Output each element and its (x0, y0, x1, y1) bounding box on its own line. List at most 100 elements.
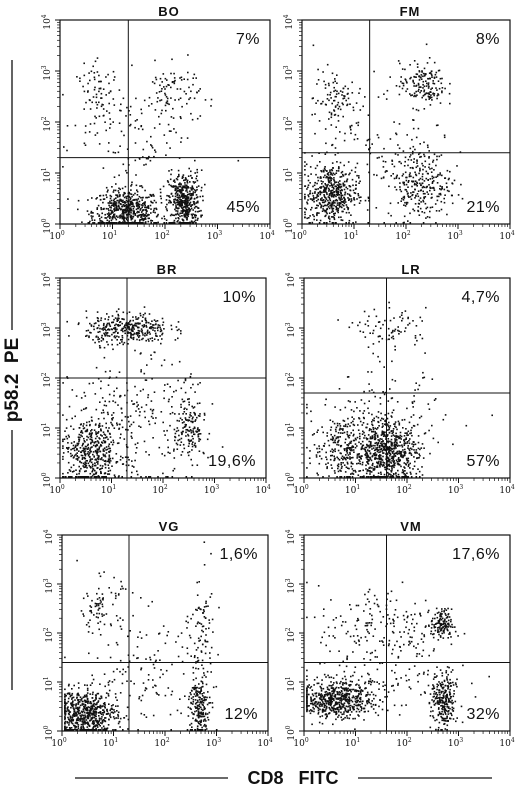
event-dot (336, 186, 339, 189)
event-dot (189, 97, 192, 99)
event-dot (403, 462, 406, 464)
event-dot (93, 476, 96, 478)
event-dot (166, 102, 169, 105)
event-dot (89, 432, 91, 434)
event-dot (157, 213, 159, 216)
event-dot (367, 463, 370, 465)
event-dot (329, 180, 331, 182)
event-dot (138, 203, 141, 206)
event-dot (348, 447, 351, 449)
event-dot (421, 173, 424, 175)
event-dot (157, 339, 159, 341)
event-dot (183, 78, 185, 80)
event-dot (93, 464, 96, 467)
event-dot (98, 90, 100, 93)
event-dot (184, 179, 186, 181)
event-dot (149, 337, 152, 340)
event-dot (81, 444, 84, 447)
event-dot (99, 468, 102, 470)
event-dot (62, 447, 64, 449)
event-dot (194, 172, 196, 174)
event-dot (155, 215, 158, 218)
event-dot (111, 457, 114, 460)
event-dot (107, 464, 110, 466)
event-dot (176, 419, 179, 422)
event-dot (68, 446, 70, 449)
event-dot (407, 465, 410, 468)
event-dot (373, 417, 375, 420)
event-dot (339, 452, 342, 454)
event-dot (389, 138, 392, 140)
event-dot (206, 438, 209, 441)
event-dot (337, 319, 339, 321)
event-dot (181, 422, 184, 424)
event-dot (324, 189, 326, 191)
event-dot (76, 444, 79, 447)
event-dot (180, 332, 182, 335)
event-dot (88, 336, 90, 339)
event-dot (342, 87, 345, 90)
event-dot (132, 324, 134, 327)
event-dot (451, 194, 453, 197)
event-dot (100, 97, 102, 99)
event-dot (189, 192, 191, 195)
event-dot (352, 463, 354, 465)
event-dot (402, 470, 405, 473)
event-dot (374, 457, 376, 459)
event-dot (192, 430, 194, 432)
event-dot (342, 210, 344, 213)
event-dot (168, 398, 170, 401)
event-dot (366, 139, 369, 142)
event-dot (425, 217, 427, 219)
event-dot (113, 205, 115, 207)
event-dot (109, 197, 112, 200)
event-dot (143, 325, 146, 327)
plot-frame (59, 19, 271, 225)
event-dot (98, 448, 100, 451)
event-dot (132, 216, 134, 218)
event-dot (431, 187, 433, 189)
event-dot (76, 449, 78, 451)
event-dot (336, 199, 339, 202)
event-dot (104, 328, 106, 330)
event-dot (334, 173, 336, 176)
event-dot (84, 452, 86, 455)
event-dot (181, 175, 184, 178)
event-dot (377, 335, 380, 338)
event-dot (397, 154, 399, 156)
event-dot (418, 79, 421, 81)
event-dot (123, 438, 126, 440)
event-dot (435, 87, 437, 89)
event-dot (99, 438, 101, 440)
event-dot (336, 90, 338, 93)
event-dot (170, 184, 172, 187)
event-dot (401, 175, 404, 177)
event-dot (165, 85, 168, 88)
event-dot (119, 342, 121, 344)
event-dot (179, 192, 182, 194)
event-dot (432, 186, 435, 189)
event-dot (325, 451, 327, 454)
event-dot (413, 400, 416, 403)
event-dot (83, 466, 85, 469)
event-dot (99, 87, 102, 90)
event-dot (441, 91, 443, 94)
event-dot (324, 197, 327, 199)
event-dot (98, 476, 101, 478)
event-dot (128, 420, 130, 423)
event-dot (307, 194, 309, 196)
event-dot (137, 222, 140, 224)
y-tick-label: 100 (41, 218, 53, 233)
event-dot (362, 422, 365, 424)
event-dot (395, 188, 398, 191)
event-dot (133, 212, 135, 215)
x-tick-label: 104 (255, 484, 270, 496)
event-dot (187, 454, 190, 457)
event-dot (323, 442, 326, 445)
event-dot (352, 423, 355, 426)
event-dot (99, 450, 101, 453)
event-dot (185, 190, 187, 192)
event-dot (186, 191, 189, 193)
event-dot (378, 156, 380, 159)
event-dot (198, 402, 201, 404)
